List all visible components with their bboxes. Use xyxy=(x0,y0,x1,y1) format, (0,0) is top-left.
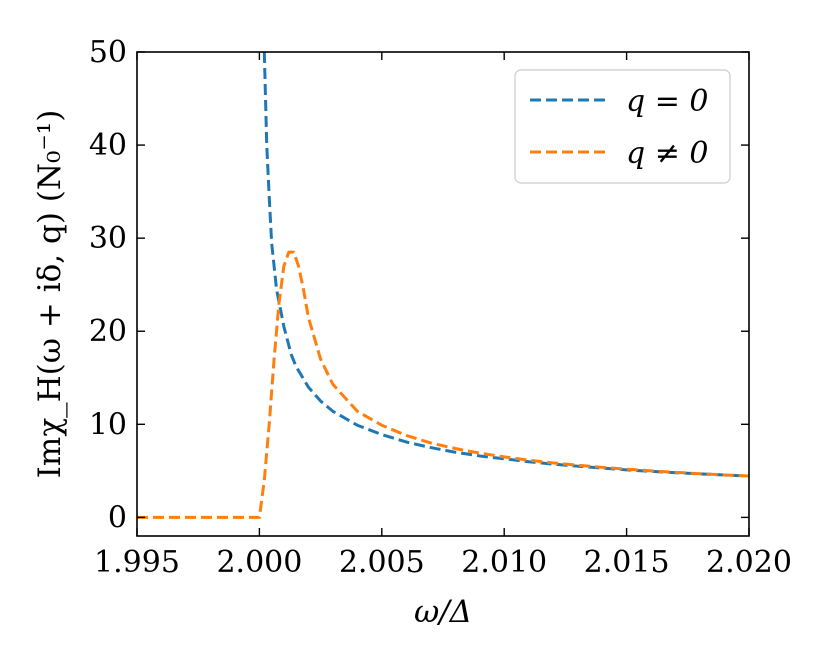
series-line-0 xyxy=(262,52,749,478)
y-tick-label: 50 xyxy=(89,35,127,70)
y-tick-label: 10 xyxy=(89,407,127,442)
y-tick-label: 20 xyxy=(89,314,127,349)
x-tick-label: 2.015 xyxy=(584,545,670,580)
x-tick-label: 1.995 xyxy=(94,545,180,580)
legend-label-q-nonzero: q ≠ 0 xyxy=(626,136,709,171)
y-tick-label: 40 xyxy=(89,128,127,163)
y-axis-label: Imχ_H(ω + iδ, q) (N₀⁻¹) xyxy=(32,110,68,479)
x-tick-label: 2.005 xyxy=(339,545,425,580)
x-tick-label: 2.010 xyxy=(461,545,547,580)
x-tick-label: 2.000 xyxy=(216,545,302,580)
legend-label-q-zero: q = 0 xyxy=(626,84,709,119)
y-tick-label: 0 xyxy=(108,500,127,535)
series-line-1 xyxy=(137,250,749,519)
legend: q = 0 q ≠ 0 xyxy=(514,69,731,184)
x-tick-label: 2.020 xyxy=(706,545,792,580)
ticks-layer: 1.995 2.000 2.005 2.010 2.015 2.020 0 10 20 30 40 5… xyxy=(89,35,792,580)
x-axis-label: ω/Δ xyxy=(414,594,472,630)
y-tick-label: 30 xyxy=(89,221,127,256)
series-layer xyxy=(137,52,749,519)
plot-frame xyxy=(136,51,750,537)
legend-box xyxy=(514,69,731,184)
